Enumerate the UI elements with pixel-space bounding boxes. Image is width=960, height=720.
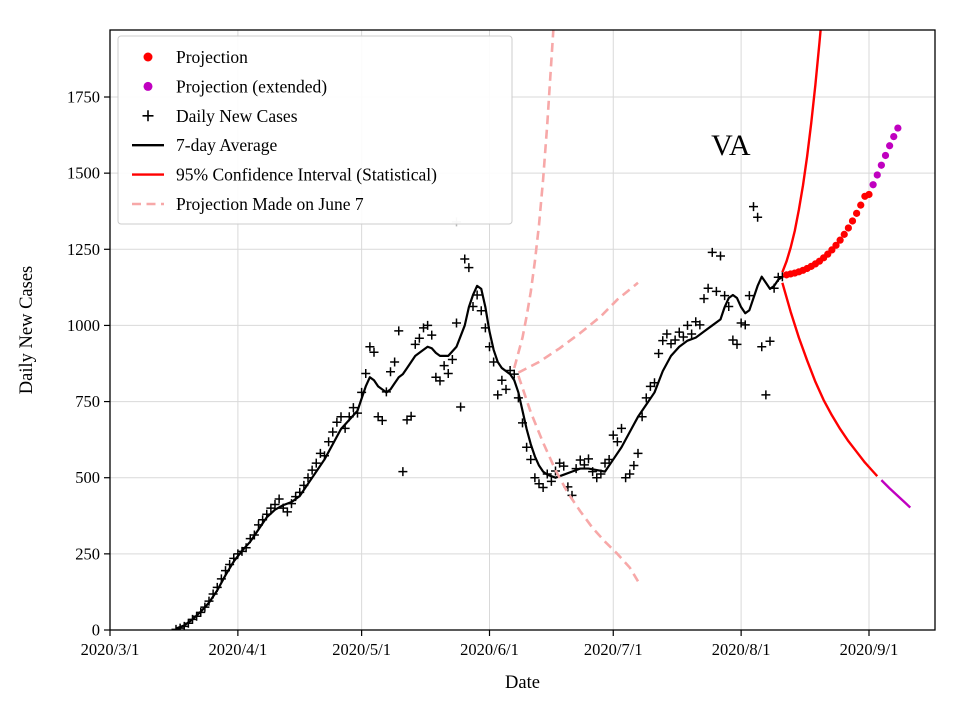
series-95-ci-lower <box>781 282 879 477</box>
legend-label: Daily New Cases <box>176 106 298 126</box>
x-axis-label: Date <box>505 673 540 693</box>
legend-item-projection: Projection <box>143 47 248 67</box>
legend-dot-marker <box>143 52 153 62</box>
series-projection-extended- <box>869 124 902 189</box>
y-tick-label: 1500 <box>67 164 100 183</box>
series-june-7-projection-upper <box>512 30 555 369</box>
legend-box <box>117 35 513 225</box>
x-tick-label: 2020/5/1 <box>332 640 391 659</box>
y-tick-label: 750 <box>75 392 100 411</box>
x-tick-label: 2020/4/1 <box>209 640 268 659</box>
y-tick-label: 250 <box>75 544 100 563</box>
plot-border <box>109 29 936 631</box>
legend-item-daily-new-cases: Daily New Cases <box>142 106 298 126</box>
legend: Projection Projection (extended) Daily New… <box>117 35 513 225</box>
series-95-ci-upper <box>781 30 822 273</box>
y-tick-label: 1250 <box>67 240 100 259</box>
x-tick-label: 2020/6/1 <box>460 640 519 659</box>
y-tick-label: 1750 <box>67 88 100 107</box>
y-axis-label: Daily New Cases <box>17 266 37 394</box>
legend-label: Projection (extended) <box>176 76 327 96</box>
series-june-7-projection <box>517 281 639 374</box>
legend-plus-marker <box>142 110 154 122</box>
x-tick-label: 2020/9/1 <box>840 640 899 659</box>
legend-label: 7-day Average <box>176 135 277 155</box>
legend-item-projection-extended-: Projection (extended) <box>143 76 327 96</box>
legend-dot-marker <box>143 81 153 91</box>
grid-lines <box>109 30 935 631</box>
series-daily-new-cases <box>171 202 787 630</box>
legend-label: Projection Made on June 7 <box>176 194 364 214</box>
legend-label: Projection <box>176 47 248 67</box>
x-tick-label: 2020/3/1 <box>81 640 140 659</box>
y-tick-label: 500 <box>75 468 100 487</box>
legend-item-95-confidence-interval-statistical-: 95% Confidence Interval (Statistical) <box>132 165 437 185</box>
x-tick-label: 2020/7/1 <box>584 640 643 659</box>
plot-series <box>171 30 912 630</box>
legend-item-7-day-average: 7-day Average <box>132 135 277 155</box>
series-june-7-projection-lower <box>517 375 640 582</box>
series-7-day-average <box>175 275 784 630</box>
series-95-ci-lower-extended- <box>880 479 912 509</box>
series-projection <box>782 190 873 279</box>
state-annotation: VA <box>711 129 751 162</box>
y-tick-label: 0 <box>92 621 100 640</box>
axis-ticks: 2020/3/1 2020/4/1 2020/5/1 2020/6/1 2020/7/1… <box>67 88 898 659</box>
y-tick-label: 1000 <box>67 316 100 335</box>
legend-item-projection-made-on-june-7: Projection Made on June 7 <box>132 194 364 214</box>
legend-label: 95% Confidence Interval (Statistical) <box>176 165 437 185</box>
x-tick-label: 2020/8/1 <box>712 640 771 659</box>
